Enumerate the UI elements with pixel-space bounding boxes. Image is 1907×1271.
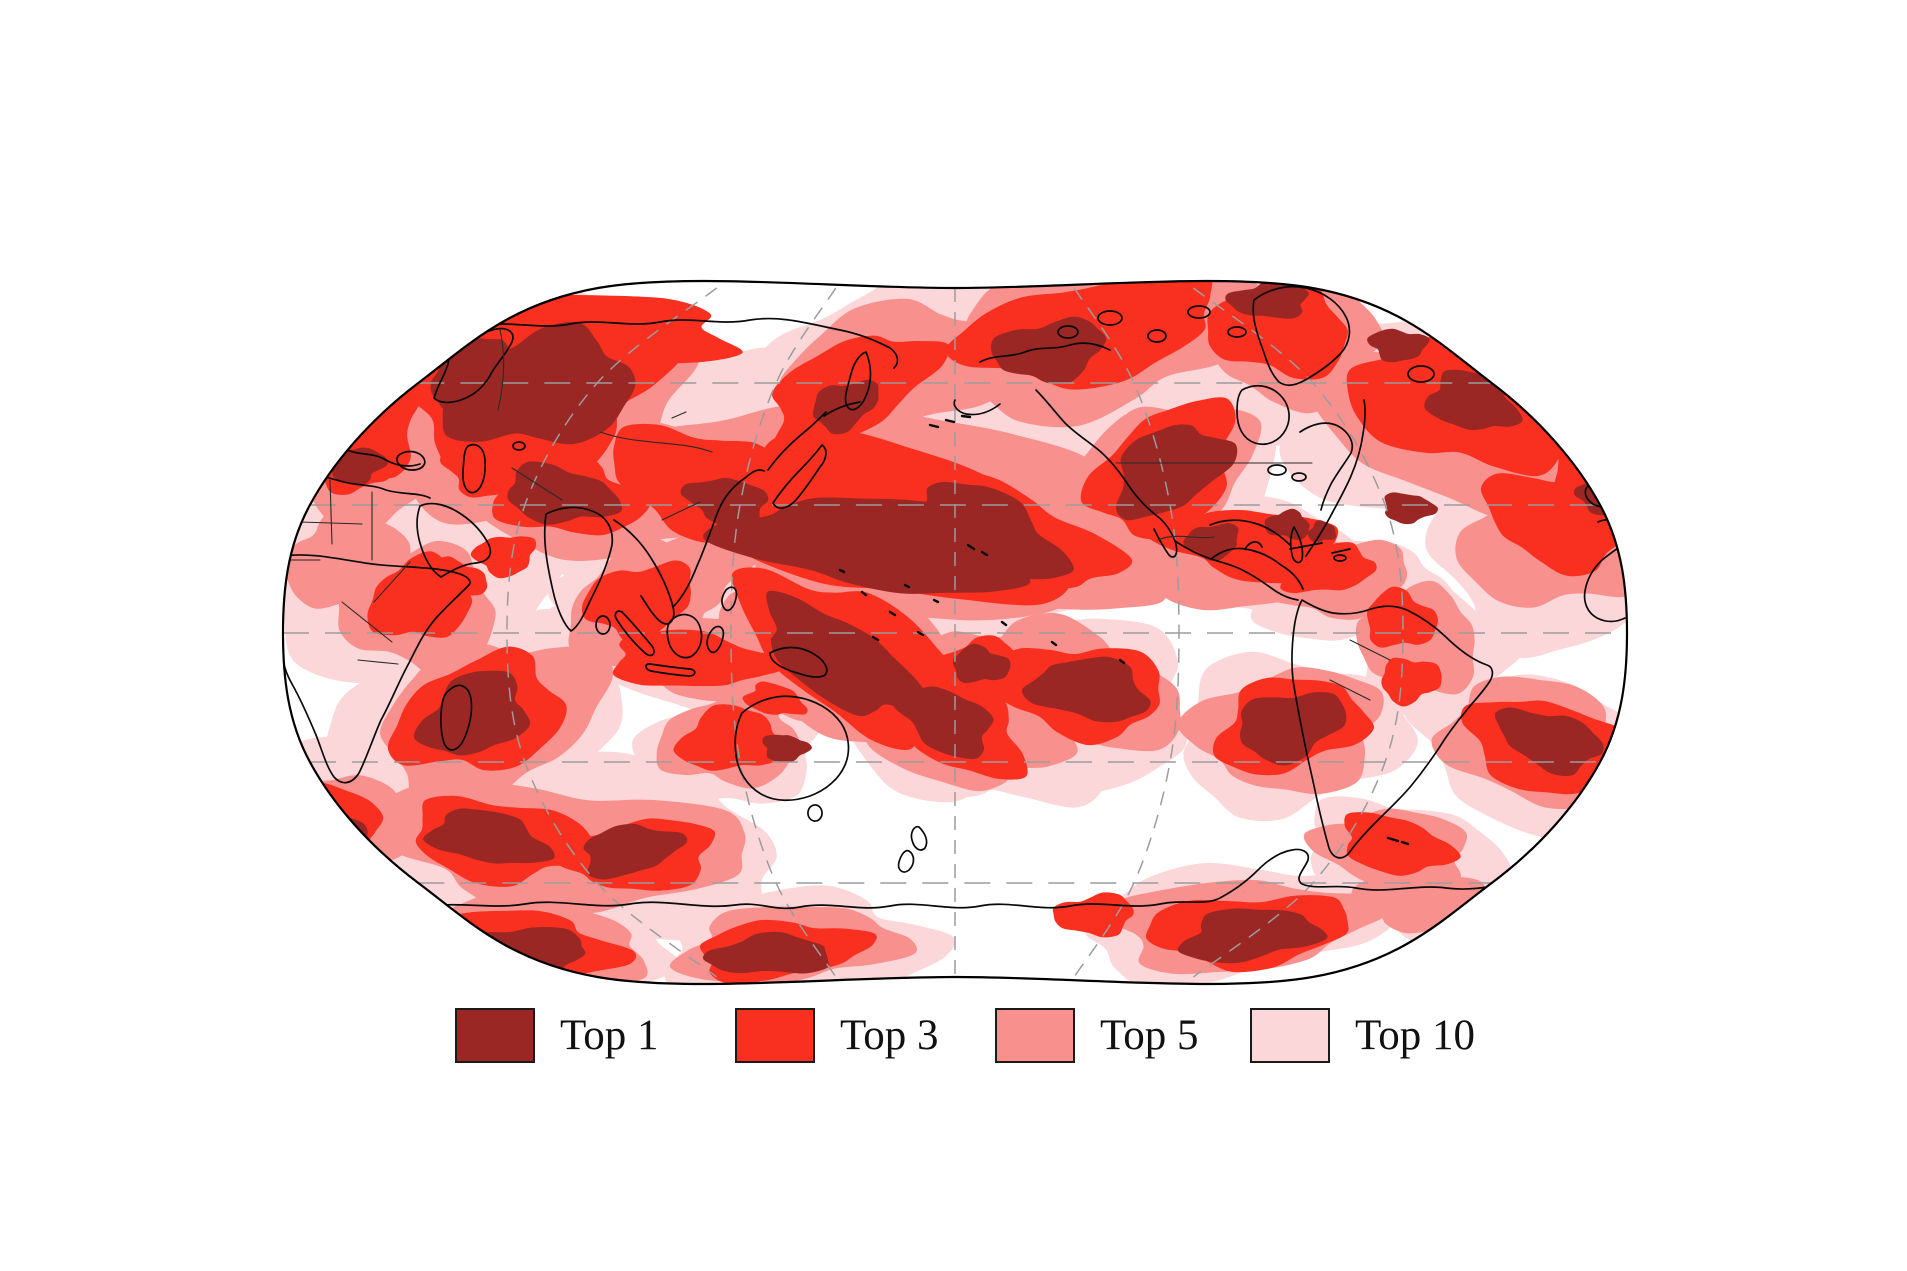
kamchatka-coastline xyxy=(844,351,872,411)
legend-item-top-3: Top 3 xyxy=(735,1008,939,1063)
alaska-peninsula xyxy=(953,399,1001,416)
map-outline xyxy=(281,279,1629,986)
region-top3-horn-of-africa xyxy=(425,556,488,601)
indochina-china-coastline xyxy=(613,469,765,625)
region-top1-coral-sea-core xyxy=(766,590,933,717)
legend-swatch xyxy=(455,1008,535,1063)
region-top5-sahel xyxy=(283,501,412,609)
region-top1-yellow-sea xyxy=(680,477,769,530)
legend-swatch xyxy=(735,1008,815,1063)
japan-coastline xyxy=(772,444,827,509)
gulf-coast-florida xyxy=(1209,519,1304,564)
legend-label: Top 3 xyxy=(840,1012,939,1059)
region-top1-okhotsk xyxy=(812,379,879,435)
madagascar-coastline xyxy=(440,684,473,751)
central-america-coastline xyxy=(1174,540,1304,601)
region-top5-south-of-cape xyxy=(283,767,408,893)
antarctica-coastline xyxy=(419,848,1537,910)
meridian-line xyxy=(506,287,718,978)
region-top3-persian-gulf xyxy=(470,536,537,579)
great-lakes xyxy=(1267,464,1307,482)
canadian-arctic-islands xyxy=(1057,305,1247,343)
meridian-line xyxy=(1192,287,1404,978)
arabia-coastline xyxy=(416,502,492,578)
legend-item-top-5: Top 5 xyxy=(995,1008,1199,1063)
region-top3-east-brazil-2 xyxy=(1381,657,1442,707)
region-top1-florida-bahamas xyxy=(1264,508,1310,541)
meridian-line xyxy=(1073,287,1180,978)
region-top1-northwest-russia xyxy=(442,321,636,445)
legend-swatch xyxy=(995,1008,1075,1063)
region-top1-southeast-pacific-core xyxy=(1240,692,1347,766)
region-top1-antarctic-core-2 xyxy=(702,931,829,974)
pacific-island-specks xyxy=(838,414,1410,846)
new-guinea xyxy=(769,646,828,678)
caspian-sea xyxy=(462,443,487,494)
borneo xyxy=(666,613,703,659)
region-top1-iceland-sea xyxy=(1367,328,1430,363)
legend-swatch xyxy=(1250,1008,1330,1063)
legend-item-top-1: Top 1 xyxy=(455,1008,659,1063)
black-sea xyxy=(396,450,426,471)
new-zealand xyxy=(897,825,928,873)
region-top3-australia-center xyxy=(673,704,785,771)
region-top1-south-indian-core-2 xyxy=(583,823,688,880)
india-coastline xyxy=(543,506,614,632)
sumatra xyxy=(614,610,655,657)
sri-lanka xyxy=(595,615,611,635)
region-top1-greenland-north xyxy=(1225,280,1309,319)
region-top3-australia-north xyxy=(742,681,808,715)
caribbean-islands xyxy=(1289,542,1351,562)
tasmania xyxy=(807,804,823,822)
legend-item-top-10: Top 10 xyxy=(1250,1008,1475,1063)
region-top1-south-indian-core-1 xyxy=(423,808,555,864)
philippines xyxy=(720,586,738,612)
java xyxy=(645,663,696,677)
region-top1-fiji-core xyxy=(889,686,994,760)
south-america-coastline xyxy=(1291,599,1494,859)
us-east-coastline xyxy=(1305,399,1366,557)
layer-top1 xyxy=(283,280,1627,977)
region-top1-hawaii-core xyxy=(913,481,1074,580)
sulawesi xyxy=(706,625,725,654)
north-america-west-coastline xyxy=(1035,389,1178,558)
north-america-arctic-coastline xyxy=(979,342,1111,363)
region-top1-australia-core xyxy=(762,734,812,763)
africa-coastline xyxy=(283,554,471,784)
aral-sea xyxy=(512,441,526,451)
country-borders xyxy=(283,329,1391,701)
east-russia-coastline xyxy=(767,401,861,471)
region-top1-southwest-pacific-core xyxy=(1021,656,1151,723)
legend-label: Top 5 xyxy=(1100,1012,1199,1059)
graticule-grid xyxy=(283,287,1627,978)
region-top3-subantarctic-atlantic xyxy=(1344,812,1461,876)
iceland xyxy=(1407,365,1435,383)
australia-coastline xyxy=(734,695,850,802)
region-top3-venezuela xyxy=(1280,542,1377,594)
region-top1-south-atlantic-core xyxy=(1494,707,1604,777)
labrador-coastline xyxy=(1299,422,1354,511)
greenland-coastline xyxy=(1252,285,1351,387)
europe-west-coastline xyxy=(1581,428,1627,483)
uk-ireland xyxy=(1547,398,1582,427)
legend-label: Top 10 xyxy=(1355,1012,1476,1059)
legend-label: Top 1 xyxy=(560,1012,659,1059)
region-top1-east-of-nz-core xyxy=(953,643,1011,684)
meridian-line xyxy=(730,287,837,978)
region-top1-antarctic-peninsula xyxy=(1177,908,1328,964)
region-top1-western-us xyxy=(1115,424,1238,521)
hudson-bay xyxy=(1236,384,1290,446)
region-top3-antarctic-4 xyxy=(1052,892,1134,938)
region-top1-east-caribbean xyxy=(1384,492,1438,525)
